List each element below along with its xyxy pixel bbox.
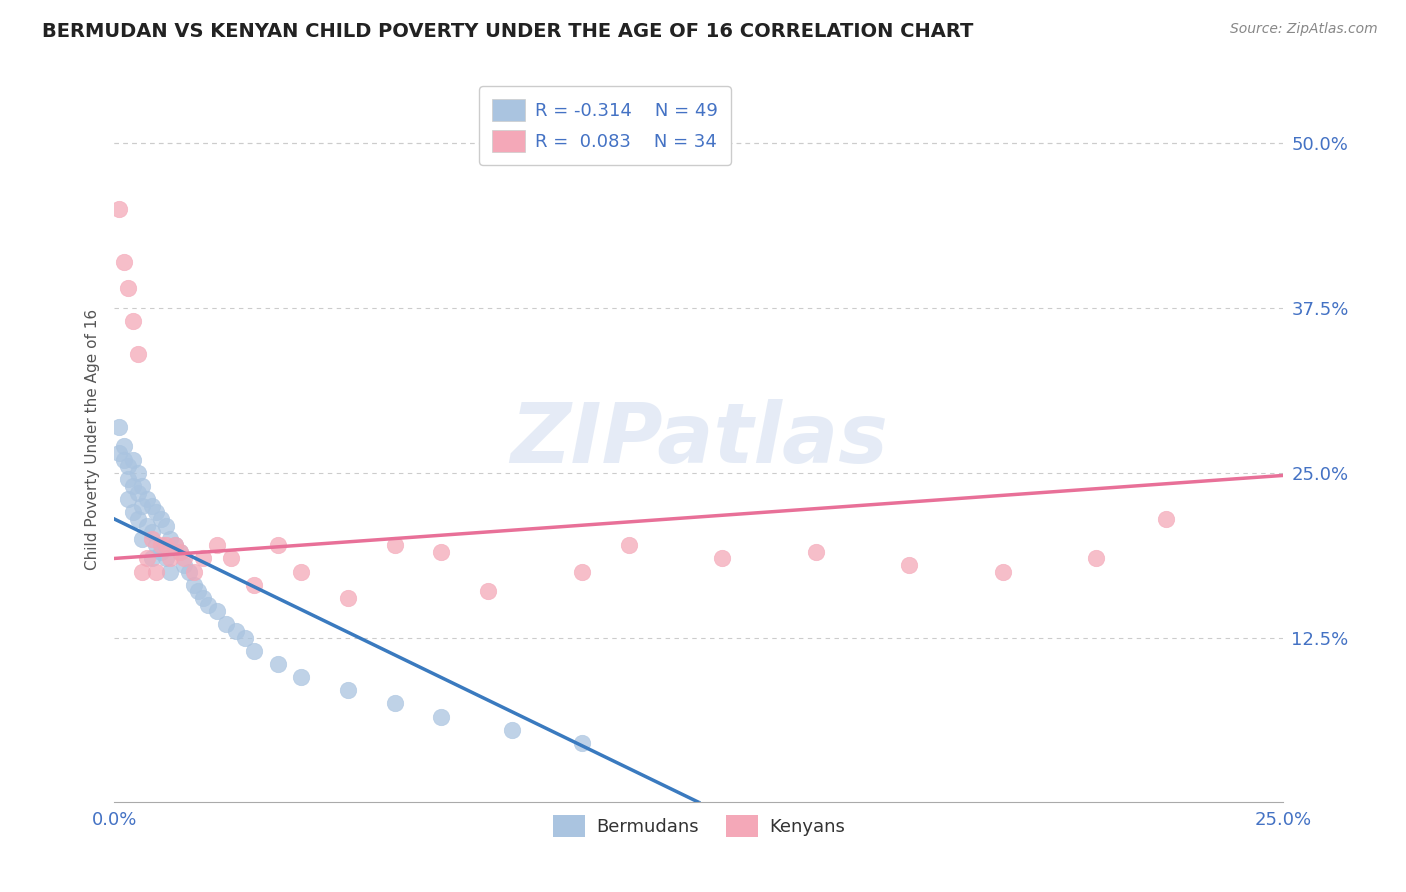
Point [617,538,640,552]
Point [215,617,238,632]
Point [135,518,157,533]
Point [191,591,214,605]
Point [290,565,312,579]
Point [430,709,453,723]
Point [122,314,145,328]
Point [117,459,139,474]
Point [149,512,172,526]
Point [219,551,242,566]
Point [141,551,163,566]
Point [145,565,167,579]
Point [173,551,195,566]
Point [135,492,157,507]
Point [163,538,186,552]
Point [141,532,163,546]
Point [127,347,149,361]
Point [127,466,149,480]
Point [183,565,205,579]
Point [122,505,145,519]
Point [571,565,593,579]
Point [243,643,266,657]
Point [155,551,177,566]
Point [108,202,131,217]
Text: Source: ZipAtlas.com: Source: ZipAtlas.com [1230,22,1378,37]
Point [159,565,181,579]
Point [122,479,145,493]
Point [191,551,214,566]
Point [336,591,359,605]
Point [804,545,827,559]
Point [117,492,139,507]
Point [159,551,181,566]
Point [169,545,191,559]
Point [155,518,177,533]
Point [571,736,593,750]
Point [149,545,172,559]
Point [205,604,228,618]
Point [122,452,145,467]
Point [501,723,523,737]
Point [898,558,921,572]
Point [135,551,157,566]
Point [233,631,256,645]
Point [1154,512,1177,526]
Point [477,584,499,599]
Point [197,598,219,612]
Point [127,485,149,500]
Point [991,565,1014,579]
Point [163,538,186,552]
Y-axis label: Child Poverty Under the Age of 16: Child Poverty Under the Age of 16 [86,310,100,570]
Point [173,558,195,572]
Point [131,479,153,493]
Point [108,419,131,434]
Point [290,670,312,684]
Legend: Bermudans, Kenyans: Bermudans, Kenyans [546,807,852,844]
Point [131,565,153,579]
Point [187,584,209,599]
Point [384,538,406,552]
Point [131,532,153,546]
Point [177,565,200,579]
Text: ZIPatlas: ZIPatlas [510,400,887,481]
Point [205,538,228,552]
Point [169,545,191,559]
Text: BERMUDAN VS KENYAN CHILD POVERTY UNDER THE AGE OF 16 CORRELATION CHART: BERMUDAN VS KENYAN CHILD POVERTY UNDER T… [42,22,973,41]
Point [141,525,163,540]
Point [145,538,167,552]
Point [1085,551,1108,566]
Point [112,439,135,453]
Point [384,697,406,711]
Point [108,446,131,460]
Point [117,472,139,486]
Point [112,452,135,467]
Point [711,551,734,566]
Point [159,532,181,546]
Point [117,281,139,295]
Point [267,657,290,671]
Point [131,499,153,513]
Point [155,538,177,552]
Point [141,499,163,513]
Point [225,624,247,638]
Point [127,512,149,526]
Point [243,578,266,592]
Point [112,255,135,269]
Point [145,505,167,519]
Point [267,538,290,552]
Point [149,538,172,552]
Point [183,578,205,592]
Point [336,683,359,698]
Point [430,545,453,559]
